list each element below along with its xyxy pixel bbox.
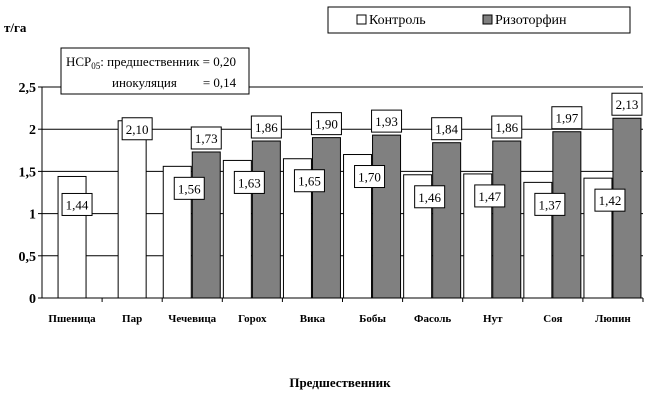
data-label-control-box <box>414 185 446 209</box>
data-label-control-box <box>354 165 386 189</box>
x-tick-label: Люпин <box>595 313 631 325</box>
data-label-rhizotorfin-box <box>611 92 643 116</box>
bar-rhizotorfin <box>432 142 462 299</box>
bar-rhizotorfin <box>311 137 341 299</box>
data-label-rhizotorfin: 1,90 <box>315 117 338 132</box>
axes: 0 0,5 1 1,5 2 2,5 Пшеница Пар Чечевица Горох Вика Б… <box>19 81 644 325</box>
bar-rhizotorfin <box>251 140 281 299</box>
data-label-rhizotorfin-box <box>491 115 523 139</box>
data-label-rhizotorfin: 1,97 <box>555 111 578 126</box>
legend-swatch-rhizotorfin <box>482 14 493 25</box>
annotation-line-2: инокуляция = 0,14 <box>112 75 237 90</box>
data-label-control: 1,47 <box>478 189 501 204</box>
x-tick-label: Нут <box>483 313 503 325</box>
data-label-control: 1,42 <box>599 193 622 208</box>
data-label-rhizotorfin: 1,73 <box>195 131 218 146</box>
x-tick-label: Пар <box>122 313 142 325</box>
data-label-control: 1,44 <box>66 197 89 212</box>
data-label-control-box <box>121 117 153 141</box>
y-tick-label: 2,5 <box>19 81 37 96</box>
x-tick-label: Бобы <box>359 313 386 325</box>
x-tick-label: Вика <box>300 313 326 325</box>
bars <box>57 117 642 299</box>
data-label-control: 1,46 <box>418 190 441 205</box>
data-label-control: 1,56 <box>178 181 201 196</box>
y-tick-label: 2 <box>29 123 36 138</box>
data-label-rhizotorfin: 1,93 <box>375 114 398 129</box>
x-tick-label: Соя <box>543 313 562 325</box>
data-label-rhizotorfin-box <box>551 106 583 130</box>
data-label-control-box <box>61 192 93 216</box>
legend: Контроль Ризоторфин <box>327 6 631 34</box>
data-label-rhizotorfin-box <box>371 109 403 133</box>
y-tick-label: 1,5 <box>19 165 37 180</box>
legend-swatch-control <box>356 14 367 25</box>
y-tick-label: 0,5 <box>19 250 37 265</box>
legend-label-rhizotorfin: Ризоторфин <box>495 13 567 28</box>
legend-box <box>327 6 631 34</box>
data-label-rhizotorfin-box <box>190 126 222 150</box>
data-label-rhizotorfin-box <box>431 117 463 141</box>
y-axis-title: т/га <box>4 20 27 35</box>
annotation-predecessor: : предшественник = 0,20 <box>100 54 236 69</box>
data-label-rhizotorfin-box <box>250 115 282 139</box>
bar-rhizotorfin <box>372 134 402 299</box>
y-tick-label: 0 <box>29 292 36 307</box>
x-tick-label: Пшеница <box>48 313 96 325</box>
x-tick-label: Горох <box>238 313 267 325</box>
data-label-control: 1,70 <box>358 170 381 185</box>
data-label-control: 2,10 <box>126 122 149 137</box>
data-label-control-box <box>534 192 566 216</box>
data-labels: 1,44 2,10 1,56 1,73 1,63 1,86 1,65 1,90 1,70 1,93… <box>61 92 643 216</box>
data-label-control-box <box>474 184 506 208</box>
data-label-rhizotorfin: 1,86 <box>495 120 518 135</box>
data-label-control: 1,65 <box>298 174 321 189</box>
data-label-rhizotorfin: 2,13 <box>616 97 639 112</box>
data-label-rhizotorfin-box <box>310 112 342 136</box>
annotation-line-1: НСР05: предшественник = 0,20 <box>66 54 236 71</box>
x-tick-label: Чечевица <box>168 313 216 325</box>
legend-label-control: Контроль <box>369 13 426 28</box>
lsd-annotation: НСР05: предшественник = 0,20 инокуляция … <box>60 47 250 95</box>
bar-rhizotorfin <box>191 151 221 299</box>
bar-rhizotorfin <box>492 140 522 299</box>
data-label-control-box <box>594 188 626 212</box>
x-axis-title: Предшественник <box>289 375 391 390</box>
data-label-control-box <box>293 169 325 193</box>
data-label-rhizotorfin: 1,86 <box>255 120 278 135</box>
data-label-control: 1,37 <box>538 197 561 212</box>
data-label-rhizotorfin: 1,84 <box>435 122 458 137</box>
bar-control <box>117 120 147 299</box>
annotation-hsr: НСР <box>66 54 91 69</box>
data-label-control: 1,63 <box>238 175 261 190</box>
data-label-control-box <box>173 176 205 200</box>
annotation-hsr-subscript: 05 <box>91 61 101 71</box>
data-label-control-box <box>233 170 265 194</box>
x-tick-label: Фасоль <box>414 313 451 325</box>
y-tick-label: 1 <box>29 208 36 223</box>
annotation-box <box>60 47 250 95</box>
